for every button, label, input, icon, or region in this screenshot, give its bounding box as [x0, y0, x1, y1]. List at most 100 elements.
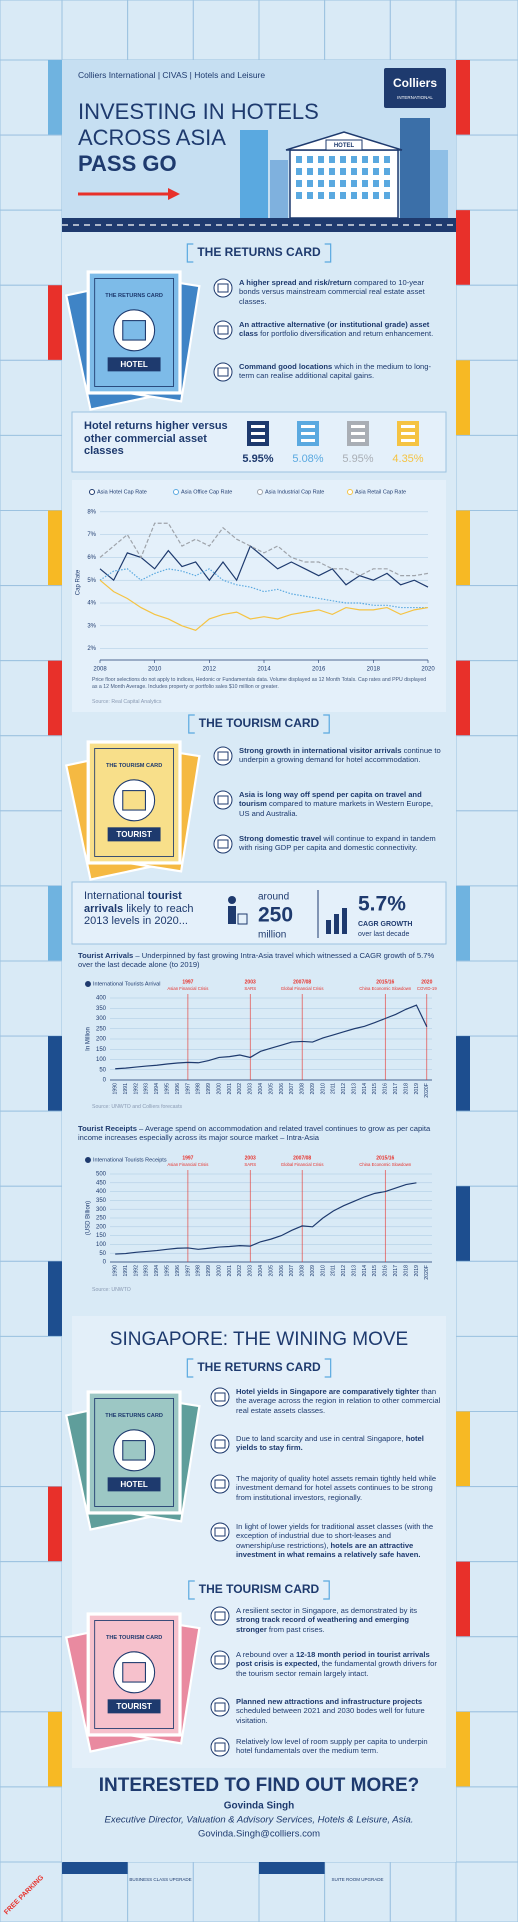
x-tick-label: 2008 — [300, 1265, 306, 1277]
window — [351, 156, 357, 163]
emphasis: 12-18 month period in tourist arrivals p… — [236, 1650, 430, 1669]
x-tick-label: 1998 — [196, 1083, 202, 1095]
window — [340, 168, 346, 175]
title-line: INVESTING IN HOTELS — [78, 99, 319, 124]
card-graphic: THE TOURISM CARD TOURIST — [64, 740, 201, 881]
legend-marker — [173, 489, 179, 495]
annotation-year: 2007/08 — [293, 1155, 311, 1161]
bullet-icon — [213, 278, 233, 298]
x-tick-label: 2007 — [289, 1265, 295, 1277]
suitcase-icon — [237, 913, 248, 925]
asset-icon-window — [401, 425, 415, 428]
chart-title: Tourist Receipts – Average spend on acco… — [78, 1124, 446, 1143]
x-tick-label: 2002 — [237, 1083, 243, 1095]
board-corner — [455, 0, 518, 61]
annotation-event: China Economic Slowdown — [359, 986, 412, 991]
board-square — [0, 1636, 63, 1713]
board-square — [192, 1861, 260, 1922]
color-strip — [456, 1561, 470, 1637]
bullet: Command good locations which in the medi… — [239, 362, 444, 381]
x-tick-label: 2016 — [383, 1265, 389, 1277]
x-tick-label: 2006 — [279, 1265, 285, 1277]
color-strip — [62, 1862, 128, 1874]
window — [373, 168, 379, 175]
bullet-icon-glyph — [217, 839, 229, 849]
window — [384, 192, 390, 199]
board-square — [0, 1561, 63, 1638]
annotation-event: Global Financial Crisis — [281, 1162, 324, 1167]
y-tick-label: 150 — [96, 1233, 107, 1239]
contact-heading: INTERESTED TO FIND OUT MORE? — [99, 1775, 420, 1796]
bullet: Relatively low level of room supply per … — [236, 1737, 441, 1756]
text-run: which in the medium to long-term can rea… — [239, 362, 432, 381]
chart-panel — [72, 480, 446, 712]
bullet: Due to land scarcity and use in central … — [236, 1434, 441, 1453]
board-label: SUITE ROOM UPGRADE — [331, 1877, 383, 1882]
board-corner — [0, 1861, 63, 1922]
bullet-icon — [210, 1697, 230, 1717]
x-tick-label: 2003 — [248, 1265, 254, 1277]
series-line — [99, 545, 429, 588]
y-tick-label: 350 — [96, 1006, 107, 1012]
text-run: Due to land scarcity and use in central … — [236, 1434, 406, 1443]
x-tick-label: 2010 — [148, 667, 162, 673]
bullet: In light of lower yields for traditional… — [236, 1522, 441, 1560]
building — [400, 118, 430, 218]
hotel-sign — [325, 139, 363, 151]
highlight-box — [71, 881, 447, 945]
color-strip — [456, 60, 470, 136]
bullet: Asia is long way off spend per capita on… — [239, 790, 444, 818]
y-tick-label: 0 — [103, 1260, 107, 1266]
bullet-icon-glyph — [214, 1392, 226, 1402]
color-strip — [456, 360, 470, 436]
window — [318, 192, 324, 199]
text-run: from past crises. — [266, 1624, 325, 1634]
y-tick-label: 7% — [87, 532, 96, 538]
chart-source: Source: UNWTO — [92, 1287, 131, 1293]
bullet-icon-glyph — [217, 751, 229, 761]
asset-yield: 5.95% — [242, 453, 273, 465]
asset-icon-window — [351, 432, 365, 435]
logo-box — [384, 68, 446, 108]
board-square — [455, 1110, 518, 1187]
board-square — [0, 1786, 63, 1863]
x-tick-label: 1998 — [196, 1265, 202, 1277]
bullet: A resilient sector in Singapore, as demo… — [236, 1606, 441, 1634]
y-tick-label: 400 — [96, 996, 107, 1002]
board-square — [0, 1411, 63, 1488]
bullet: A higher spread and risk/return compared… — [239, 278, 444, 306]
bullet-icon — [210, 1474, 230, 1494]
growth-icon — [334, 914, 339, 934]
x-tick-label: 1990 — [113, 1265, 119, 1277]
annotation-event: Asian Financial Crisis — [167, 986, 208, 991]
card-label: HOTEL — [120, 1480, 147, 1489]
card-title: THE TOURISM CARD — [106, 763, 162, 769]
card-frame — [94, 1398, 174, 1507]
card-emblem-icon — [122, 790, 146, 811]
emphasis: Strong growth in international visitor a… — [239, 746, 402, 755]
chart-title: Tourist Arrivals – Underpinned by fast g… — [78, 951, 446, 970]
x-tick-label: 2010 — [320, 1265, 326, 1277]
x-tick-label: 2012 — [203, 667, 217, 673]
heading-bracket — [186, 243, 332, 263]
heading-bracket — [188, 1580, 330, 1600]
bullet-icon — [213, 320, 233, 340]
x-tick-label: 2004 — [258, 1265, 264, 1277]
x-tick-label: 2007 — [289, 1083, 295, 1095]
heading-bracket — [186, 1358, 332, 1378]
window — [296, 156, 302, 163]
x-tick-label: 1990 — [113, 1083, 119, 1095]
y-tick-label: 350 — [96, 1198, 107, 1204]
color-strip — [259, 1862, 325, 1874]
x-tick-label: 1995 — [165, 1083, 171, 1095]
annotation-year: 2003 — [245, 1155, 256, 1161]
window — [318, 168, 324, 175]
window — [340, 156, 346, 163]
emphasis: Asia is long way off spend per capita on… — [239, 790, 422, 809]
building — [240, 130, 268, 218]
annotation-event: SARS — [244, 986, 256, 991]
section-heading: THE RETURNS CARD — [197, 245, 321, 259]
x-tick-label: 1996 — [175, 1265, 181, 1277]
growth-number: 5.7% — [358, 893, 406, 916]
y-tick-label: 500 — [96, 1172, 107, 1178]
